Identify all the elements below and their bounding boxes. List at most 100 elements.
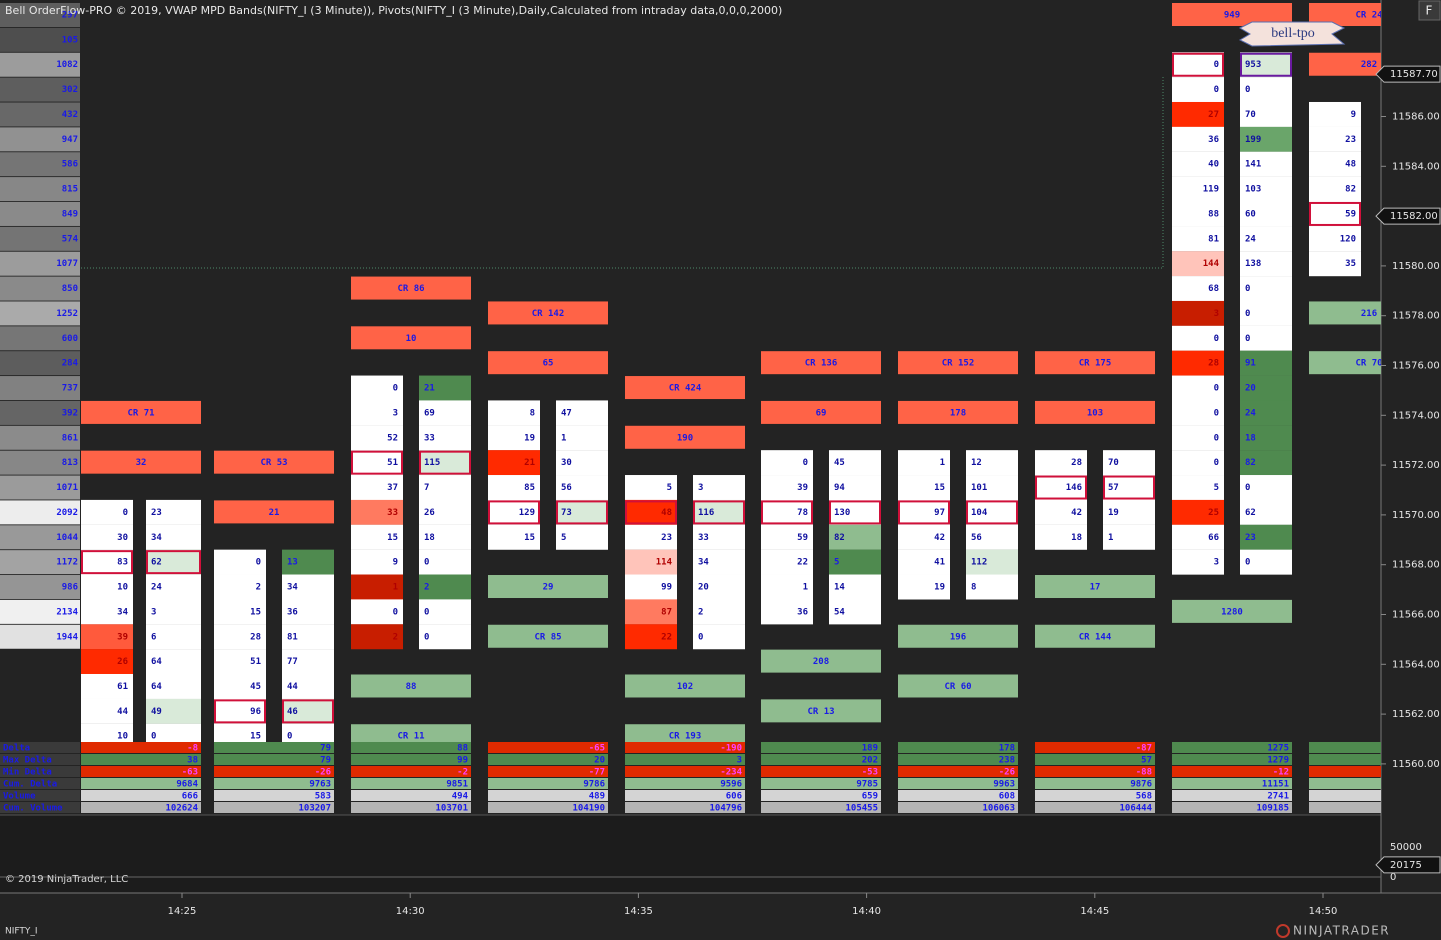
bid-value: 15 (387, 533, 398, 543)
ask-value: 14 (834, 583, 845, 593)
support-box (488, 575, 608, 599)
bid-value: 0 (1214, 408, 1219, 418)
ask-value: 138 (1245, 259, 1261, 269)
summary-value: 9684 (176, 780, 198, 790)
bid-value: 144 (1203, 259, 1220, 269)
bid-cell (1172, 101, 1224, 127)
summary-cell (761, 754, 881, 765)
time-label: 14:45 (1080, 906, 1109, 917)
ask-value: 82 (834, 533, 845, 543)
bid-cell (1309, 151, 1361, 177)
price-label: 11566.00 (1392, 610, 1440, 621)
bid-cell (351, 400, 403, 426)
profile-bar (0, 575, 80, 600)
support-box (761, 699, 881, 723)
ask-value: 82 (1245, 458, 1256, 468)
profile-bar (0, 201, 80, 226)
support-label: CR 193 (669, 732, 702, 742)
copyright: © 2019 NinjaTrader, LLC (5, 874, 128, 885)
bid-cell (761, 599, 813, 625)
ask-value: 44 (287, 682, 298, 692)
bid-cell (1172, 450, 1224, 476)
summary-value: 104190 (572, 804, 605, 814)
bid-cell (625, 499, 677, 525)
bid-cell (1172, 201, 1224, 227)
summary-cell (625, 778, 745, 789)
summary-value: 104796 (709, 804, 742, 814)
bid-cell (1172, 425, 1224, 451)
ask-cell (282, 624, 334, 650)
imbalance-label: 65 (543, 359, 554, 369)
bid-cell (351, 475, 403, 501)
summary-cell (625, 742, 745, 753)
ask-cell (1240, 524, 1292, 550)
poc-outline (1103, 475, 1155, 500)
ask-value: 103 (1245, 185, 1261, 195)
bid-cell (1035, 475, 1087, 501)
ask-value: 56 (561, 483, 572, 493)
summary-value: 606 (726, 792, 742, 802)
imbalance-box (1309, 52, 1381, 76)
menu-button-label[interactable]: F (1426, 4, 1433, 18)
support-box (898, 674, 1018, 698)
ask-value: 130 (834, 508, 850, 518)
profile-value: 815 (62, 185, 78, 195)
summary-cell (625, 766, 745, 777)
bid-cell (1172, 251, 1224, 277)
bid-value: 0 (1214, 433, 1219, 443)
ask-cell (419, 549, 471, 575)
support-label: 208 (813, 657, 829, 667)
bid-cell (898, 524, 950, 550)
ask-cell (829, 524, 881, 550)
bid-cell (351, 375, 403, 401)
summary-value: 103207 (298, 804, 331, 814)
bid-value: 81 (1208, 234, 1219, 244)
bid-value: 0 (393, 607, 398, 617)
summary-value: 9763 (309, 780, 331, 790)
ask-value: 6 (151, 632, 156, 642)
support-box (1309, 351, 1381, 375)
bid-cell (1172, 549, 1224, 575)
price-label: 11562.00 (1392, 709, 1440, 720)
imbalance-label: 103 (1087, 408, 1103, 418)
ask-value: 12 (971, 458, 982, 468)
poc-outline (1240, 52, 1292, 77)
imbalance-box (1309, 3, 1381, 26)
bid-cell (81, 673, 133, 699)
summary-value: 238 (999, 756, 1015, 766)
bid-value: 51 (250, 657, 261, 667)
summary-value: 102624 (165, 804, 198, 814)
ask-value: 23 (1245, 533, 1256, 543)
ask-value: 104 (971, 508, 988, 518)
poc-outline (282, 699, 334, 724)
summary-cell (1035, 802, 1155, 813)
imbalance-label: 32 (136, 458, 147, 468)
bid-cell (351, 524, 403, 550)
summary-value: 3 (737, 756, 742, 766)
summary-value: 106063 (982, 804, 1015, 814)
badge-label: bell-tpo (1271, 26, 1315, 41)
ask-cell (282, 649, 334, 675)
imbalance-box (898, 400, 1018, 424)
summary-value: 103701 (435, 804, 468, 814)
ask-value: 46 (287, 707, 298, 717)
summary-cell (761, 742, 881, 753)
ask-value: 0 (424, 558, 429, 568)
bid-cell (1172, 375, 1224, 401)
ask-value: 0 (1245, 334, 1250, 344)
profile-bar (0, 52, 80, 77)
profile-bar (0, 301, 80, 326)
menu-button[interactable] (1418, 0, 1441, 21)
bid-value: 35 (1345, 259, 1356, 269)
summary-label-cell (0, 754, 80, 765)
summary-value: -12 (1273, 768, 1289, 778)
indicator-header: Bell OrderFlow-PRO © 2019, VWAP MPD Band… (5, 4, 782, 17)
poc-outline (625, 500, 677, 525)
profile-bar (0, 77, 80, 102)
ask-value: 1 (1108, 533, 1113, 543)
ask-value: 2 (698, 607, 703, 617)
bid-value: 120 (1340, 234, 1356, 244)
bid-cell (214, 574, 266, 600)
support-label: 102 (677, 682, 693, 692)
